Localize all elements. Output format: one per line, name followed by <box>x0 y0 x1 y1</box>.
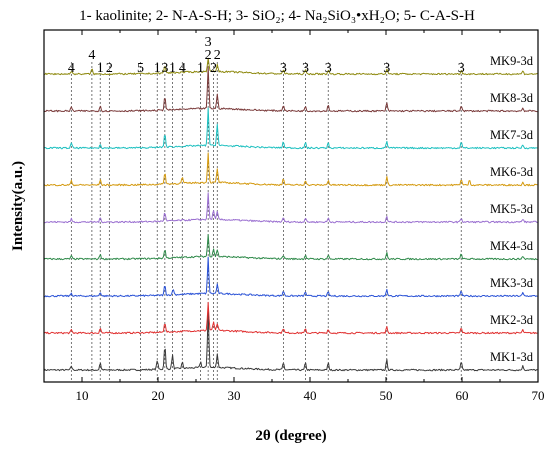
peak-label: 4 <box>68 61 75 76</box>
series-label-mk2-3d: MK2-3d <box>490 313 534 327</box>
series-label-mk1-3d: MK1-3d <box>490 350 534 364</box>
x-tick-label: 70 <box>532 388 545 403</box>
peak-labels: 441 2 5 1 3 1 4 132 22 3 3 3 3 3 <box>68 35 465 76</box>
peak-label: 3 <box>458 61 465 76</box>
x-tick-label: 40 <box>304 388 317 403</box>
series-labels: MK1-3d MK2-3d MK3-3d MK4-3d MK5-3d MK6-3d MK7-… <box>490 54 534 364</box>
peak-label: 3 <box>161 61 168 76</box>
series-label-mk7-3d: MK7-3d <box>490 128 534 142</box>
series-line-mk6-3d <box>43 152 538 187</box>
peak-label: 4 <box>179 61 186 76</box>
series-label-mk5-3d: MK5-3d <box>490 202 534 216</box>
peak-label: 3 <box>325 61 332 76</box>
series-line-mk4-3d <box>43 234 538 261</box>
series-label-mk4-3d: MK4-3d <box>490 239 534 253</box>
x-tick-label: 20 <box>152 388 165 403</box>
chart-title: 1- kaolinite; 2- N-A-S-H; 3- SiO₂; 4- Na… <box>79 8 475 24</box>
peak-label: 2 <box>210 61 217 76</box>
series-line-mk1-3d <box>43 309 538 372</box>
x-axis-ticks: 10 20 30 40 50 60 70 <box>43 30 545 403</box>
peak-label: 2 <box>106 61 113 76</box>
peak-label: 2 <box>205 48 212 63</box>
peak-label: 1 <box>197 61 204 76</box>
x-tick-label: 10 <box>76 388 89 403</box>
x-axis-title: 2θ (degree) <box>255 428 326 444</box>
x-tick-label: 30 <box>228 388 241 403</box>
series-label-mk6-3d: MK6-3d <box>490 165 534 179</box>
peak-label: 3 <box>205 35 212 50</box>
peak-label: 5 <box>137 61 144 76</box>
peak-label: 3 <box>302 61 309 76</box>
series-line-mk2-3d <box>43 301 538 335</box>
peak-label: 2 <box>214 48 221 63</box>
plot-frame <box>43 29 539 383</box>
x-tick-label: 60 <box>456 388 469 403</box>
peak-label: 3 <box>383 61 390 76</box>
x-tick-label: 50 <box>380 388 393 403</box>
series-label-mk3-3d: MK3-3d <box>490 276 534 290</box>
series-line-mk5-3d <box>43 192 538 224</box>
peak-label: 3 <box>280 61 287 76</box>
series-line-mk7-3d <box>43 107 538 150</box>
peak-label: 1 <box>97 61 104 76</box>
peak-label: 4 <box>88 48 95 63</box>
peak-label: 1 <box>169 61 176 76</box>
series-label-mk8-3d: MK8-3d <box>490 91 534 105</box>
y-axis-title: Intensity(a.u.) <box>10 161 26 251</box>
series-group <box>43 57 538 372</box>
series-label-mk9-3d: MK9-3d <box>490 54 534 68</box>
peak-label: 1 <box>154 61 161 76</box>
series-line-mk9-3d <box>43 57 538 76</box>
series-line-mk3-3d <box>43 256 538 298</box>
series-line-mk8-3d <box>43 66 538 113</box>
